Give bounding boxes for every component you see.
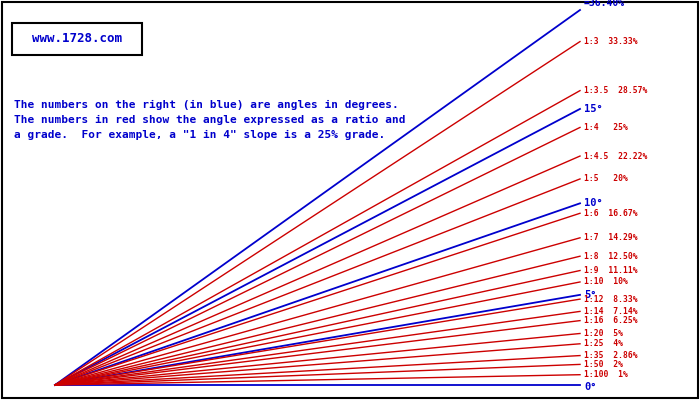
Text: 1:25  4%: 1:25 4% — [584, 339, 623, 348]
Bar — [12, 23, 142, 55]
Text: 1:35  2.86%: 1:35 2.86% — [584, 351, 638, 360]
Text: 1:4   25%: 1:4 25% — [584, 123, 628, 132]
Text: 1:3.5  28.57%: 1:3.5 28.57% — [584, 86, 648, 95]
Text: 20° = 1:2.75
=36.40%: 20° = 1:2.75 =36.40% — [584, 0, 654, 8]
Text: 1:5   20%: 1:5 20% — [584, 174, 628, 184]
Text: 1:6  16.67%: 1:6 16.67% — [584, 209, 638, 218]
Text: 1:20  5%: 1:20 5% — [584, 329, 623, 338]
Text: 1:4.5  22.22%: 1:4.5 22.22% — [584, 152, 648, 160]
Text: 1:14  7.14%: 1:14 7.14% — [584, 307, 638, 316]
Text: 5°: 5° — [584, 290, 596, 300]
Text: 0°: 0° — [584, 382, 596, 392]
Text: 1:10  10%: 1:10 10% — [584, 278, 628, 286]
Text: 10°: 10° — [584, 198, 603, 208]
Text: 1:100  1%: 1:100 1% — [584, 370, 628, 379]
Text: 1:3  33.33%: 1:3 33.33% — [584, 37, 638, 46]
Text: 1:8  12.50%: 1:8 12.50% — [584, 252, 638, 261]
Text: 1:16  6.25%: 1:16 6.25% — [584, 316, 638, 325]
Text: 1:7  14.29%: 1:7 14.29% — [584, 233, 638, 242]
Text: www.1728.com: www.1728.com — [32, 32, 122, 46]
Text: 1:12  8.33%: 1:12 8.33% — [584, 295, 638, 304]
Text: 1:50  2%: 1:50 2% — [584, 360, 623, 369]
Text: 1:9  11.11%: 1:9 11.11% — [584, 266, 638, 275]
Text: The numbers on the right (in blue) are angles in degrees.
The numbers in red sho: The numbers on the right (in blue) are a… — [14, 100, 405, 140]
Text: 15°: 15° — [584, 104, 603, 114]
